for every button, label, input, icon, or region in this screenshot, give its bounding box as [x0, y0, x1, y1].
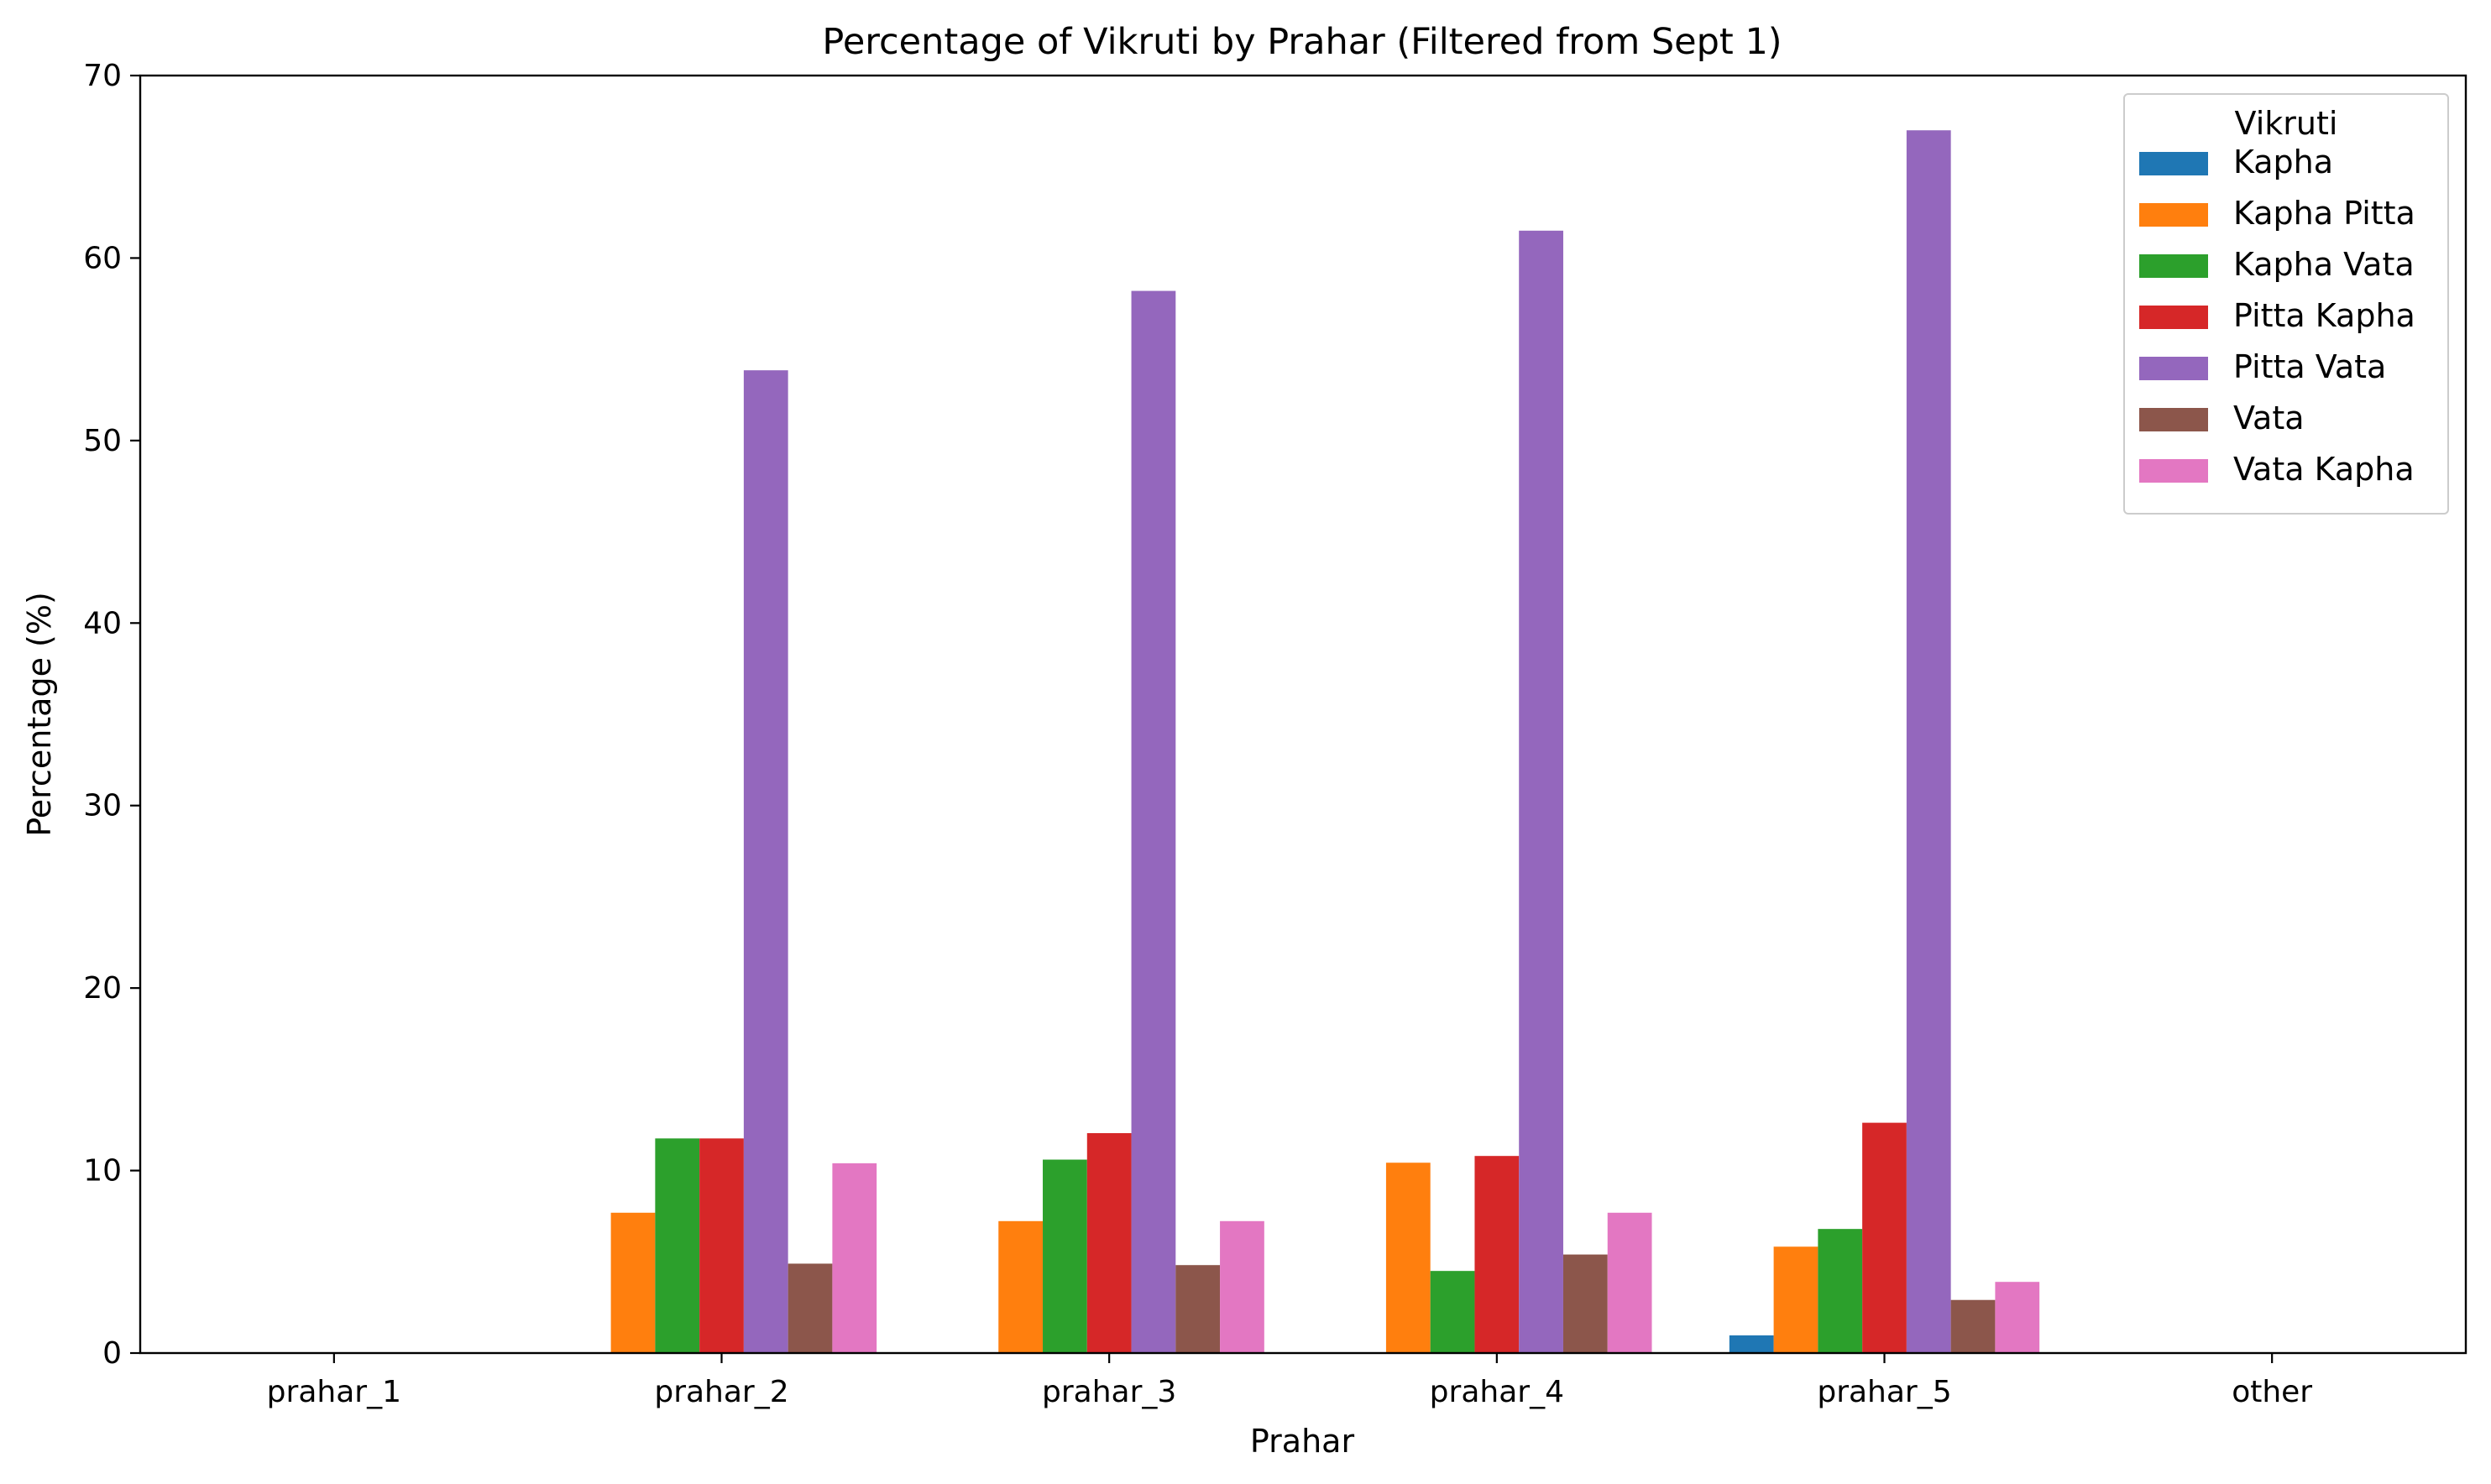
bar-pitta-kapha-prahar_2: [699, 1138, 744, 1353]
legend-swatch-kapha-pitta: [2139, 203, 2208, 227]
legend-label-kapha-vata: Kapha Vata: [2233, 246, 2415, 283]
bar-pitta-vata-prahar_2: [743, 370, 788, 1353]
bar-vata-kapha-prahar_2: [832, 1163, 877, 1353]
y-axis-label: Percentage (%): [21, 592, 58, 837]
legend-swatch-pitta-kapha: [2139, 306, 2208, 329]
legend-label-vata: Vata: [2233, 400, 2305, 436]
bar-kapha-vata-prahar_5: [1818, 1229, 1863, 1353]
y-axis-ticks: 0 10 20 30 40 50 60 70: [83, 59, 140, 1371]
x-axis-ticks: prahar_1 prahar_2 prahar_3 prahar_4 prahar_5…: [267, 1353, 2312, 1409]
bar-vata-kapha-prahar_3: [1220, 1220, 1264, 1353]
bar-kapha-vata-prahar_3: [1043, 1159, 1087, 1353]
bar-vata-prahar_3: [1175, 1265, 1221, 1353]
plot-frame: [139, 74, 2467, 1355]
bar-kapha-pitta-prahar_5: [1773, 1246, 1819, 1353]
bar-vata-prahar_5: [1950, 1299, 1996, 1353]
bar-kapha-pitta-prahar_2: [610, 1212, 656, 1353]
legend-swatch-kapha-vata: [2139, 254, 2208, 278]
bar-kapha-vata-prahar_4: [1430, 1271, 1475, 1353]
bar-pitta-vata-prahar_5: [1906, 130, 1951, 1354]
y-tick-label: 20: [83, 971, 122, 1006]
legend-label-kapha: Kapha: [2233, 144, 2333, 180]
x-tick-label-prahar_1: prahar_1: [267, 1375, 401, 1409]
chart-title: Percentage of Vikruti by Prahar (Filtere…: [822, 21, 1782, 63]
y-tick-label: 30: [83, 789, 122, 823]
x-tick-label-prahar_4: prahar_4: [1430, 1375, 1564, 1409]
legend-swatch-kapha: [2139, 152, 2208, 175]
x-tick-label-other: other: [2232, 1375, 2312, 1409]
bar-vata-kapha-prahar_4: [1607, 1212, 1652, 1353]
bar-kapha-pitta-prahar_3: [998, 1220, 1044, 1353]
bar-pitta-vata-prahar_3: [1131, 290, 1176, 1353]
bar-vata-kapha-prahar_5: [1995, 1282, 2040, 1353]
legend-label-kapha-pitta: Kapha Pitta: [2233, 195, 2415, 232]
y-tick-label: 70: [83, 59, 122, 93]
y-tick-label: 50: [83, 424, 122, 458]
x-tick-label-prahar_3: prahar_3: [1042, 1375, 1176, 1409]
legend-swatch-vata-kapha: [2139, 459, 2208, 483]
bar-pitta-kapha-prahar_3: [1086, 1133, 1132, 1353]
x-tick-label-prahar_2: prahar_2: [654, 1375, 788, 1409]
x-tick-label-prahar_5: prahar_5: [1817, 1375, 1951, 1409]
legend-swatch-pitta-vata: [2139, 357, 2208, 380]
legend-swatch-vata: [2139, 408, 2208, 431]
y-tick-label: 40: [83, 606, 122, 640]
bar-vata-prahar_2: [788, 1263, 833, 1353]
bar-pitta-vata-prahar_4: [1519, 230, 1563, 1353]
legend: Vikruti Kapha Kapha Pitta Kapha Vata Pitta …: [2123, 93, 2449, 515]
bar-kapha-pitta-prahar_4: [1385, 1163, 1431, 1353]
bar-pitta-kapha-prahar_4: [1474, 1156, 1520, 1353]
y-tick-label: 0: [102, 1336, 122, 1371]
y-tick-label: 60: [83, 241, 122, 275]
bars-group: [610, 130, 2040, 1354]
bar-kapha-vata-prahar_2: [655, 1138, 700, 1353]
y-tick-label: 10: [83, 1154, 122, 1189]
bar-vata-prahar_4: [1562, 1254, 1608, 1353]
legend-label-pitta-kapha: Pitta Kapha: [2233, 297, 2415, 334]
legend-label-pitta-vata: Pitta Vata: [2233, 348, 2386, 385]
legend-label-vata-kapha: Vata Kapha: [2233, 451, 2415, 488]
legend-title: Vikruti: [2235, 105, 2338, 142]
legend-items: Kapha Kapha Pitta Kapha Vata Pitta Kapha Pit…: [2139, 144, 2415, 488]
bar-pitta-kapha-prahar_5: [1862, 1122, 1907, 1353]
x-axis-label: Prahar: [1250, 1423, 1355, 1460]
bar-kapha-prahar_5: [1729, 1335, 1774, 1353]
